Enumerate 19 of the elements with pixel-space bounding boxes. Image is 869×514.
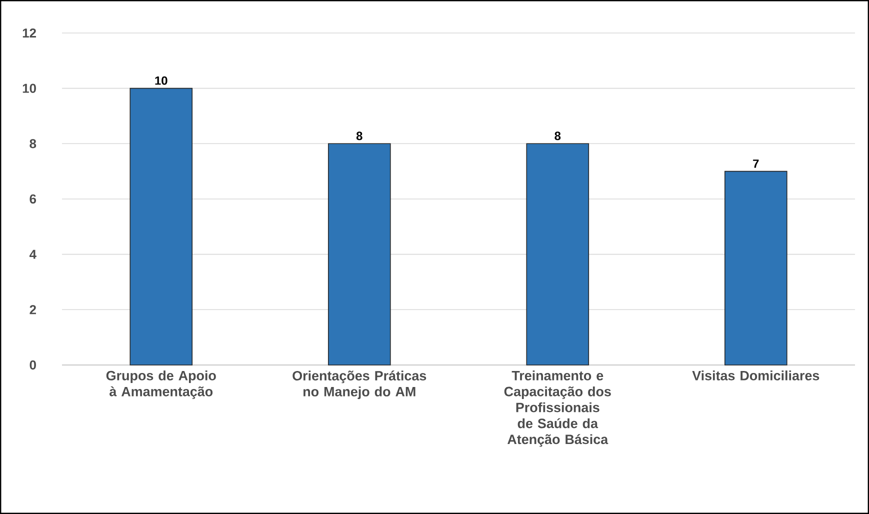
- data-label: 8: [554, 132, 561, 140]
- bar: [130, 88, 193, 366]
- x-tick-label: Orientações Práticas no Manejo do AM: [292, 370, 426, 400]
- x-tick-label: Visitas Domiciliares: [692, 370, 820, 380]
- x-tick-label: Treinamento e Capacitação dos Profissionais de Saúde da Atenção Básica: [504, 370, 611, 447]
- y-tick-label: 8: [30, 139, 36, 148]
- data-label: 8: [356, 132, 362, 140]
- y-tick-label: 10: [22, 84, 36, 93]
- y-tick-label: 4: [29, 250, 36, 259]
- bar: [724, 170, 788, 366]
- data-label: 10: [155, 76, 168, 85]
- y-tick-label: 2: [30, 305, 36, 314]
- data-label: 7: [753, 160, 759, 168]
- y-tick-label: 0: [30, 360, 36, 370]
- y-tick-label: 12: [22, 28, 36, 38]
- bar: [328, 143, 391, 366]
- x-tick-label: Grupos de Apoio à Amamentação: [106, 370, 216, 399]
- y-tick-label: 6: [30, 194, 36, 204]
- bar: [526, 143, 590, 366]
